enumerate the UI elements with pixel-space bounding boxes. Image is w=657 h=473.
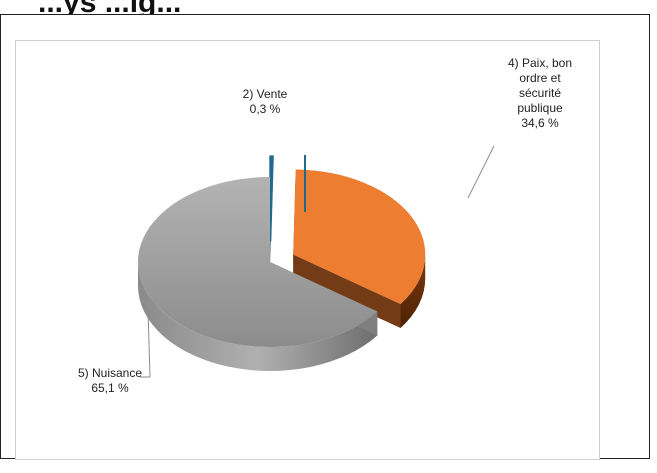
slice-top [269,155,274,242]
slice-side-wall [400,254,426,329]
pie-slice-4-paix-bon [293,169,426,329]
leader-line-4-paix-bon [467,145,495,199]
pie-slice-2-vente [269,155,274,266]
pie-slice-5-nuisance [138,177,378,371]
slice-cut-face [293,254,401,329]
slice-top [138,177,378,347]
slice-top [293,169,426,305]
leader-line-5-nuisance [147,309,151,378]
slice-side-wall [138,262,378,371]
data-label-4-paix-bon: 4) Paix, bon ordre et sécurité publique 34,6… [508,56,572,130]
data-label-5-nuisance: 5) Nuisance 65,1 % [78,366,142,395]
data-label-2-vente: 2) Vente 0,3 % [243,87,288,116]
